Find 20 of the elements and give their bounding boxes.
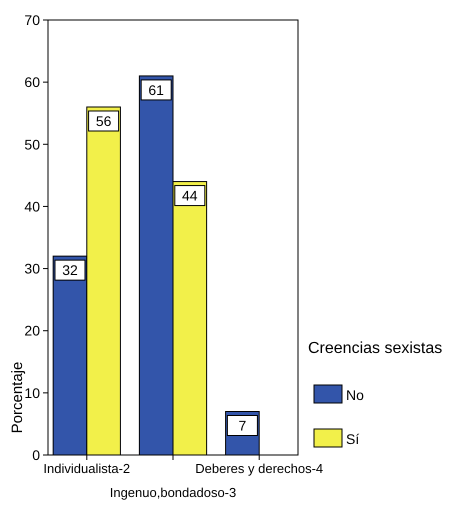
y-tick-label: 50 <box>24 136 40 152</box>
x-tick-label: Deberes y derechos-4 <box>195 461 324 476</box>
y-tick-label: 70 <box>24 12 40 28</box>
data-label: 32 <box>62 262 78 278</box>
data-label: 44 <box>182 188 198 204</box>
x-tick-label: Ingenuo,bondadoso-3 <box>110 485 236 500</box>
x-tick-label: Individualista-2 <box>43 461 130 476</box>
y-axis-title: Porcentaje <box>9 362 26 434</box>
y-tick-label: 30 <box>24 260 40 277</box>
data-label: 7 <box>238 418 246 434</box>
legend-title: Creencias sexistas <box>308 340 442 357</box>
y-tick-label: 40 <box>24 198 40 214</box>
y-tick-label: 60 <box>24 74 40 90</box>
legend-label: Sí <box>346 431 360 447</box>
data-label: 61 <box>148 82 164 98</box>
legend-label: No <box>346 387 364 403</box>
y-tick-label: 20 <box>24 322 40 339</box>
y-tick-label: 10 <box>24 384 40 401</box>
y-tick-label: 0 <box>32 447 40 463</box>
data-label: 56 <box>96 113 112 129</box>
